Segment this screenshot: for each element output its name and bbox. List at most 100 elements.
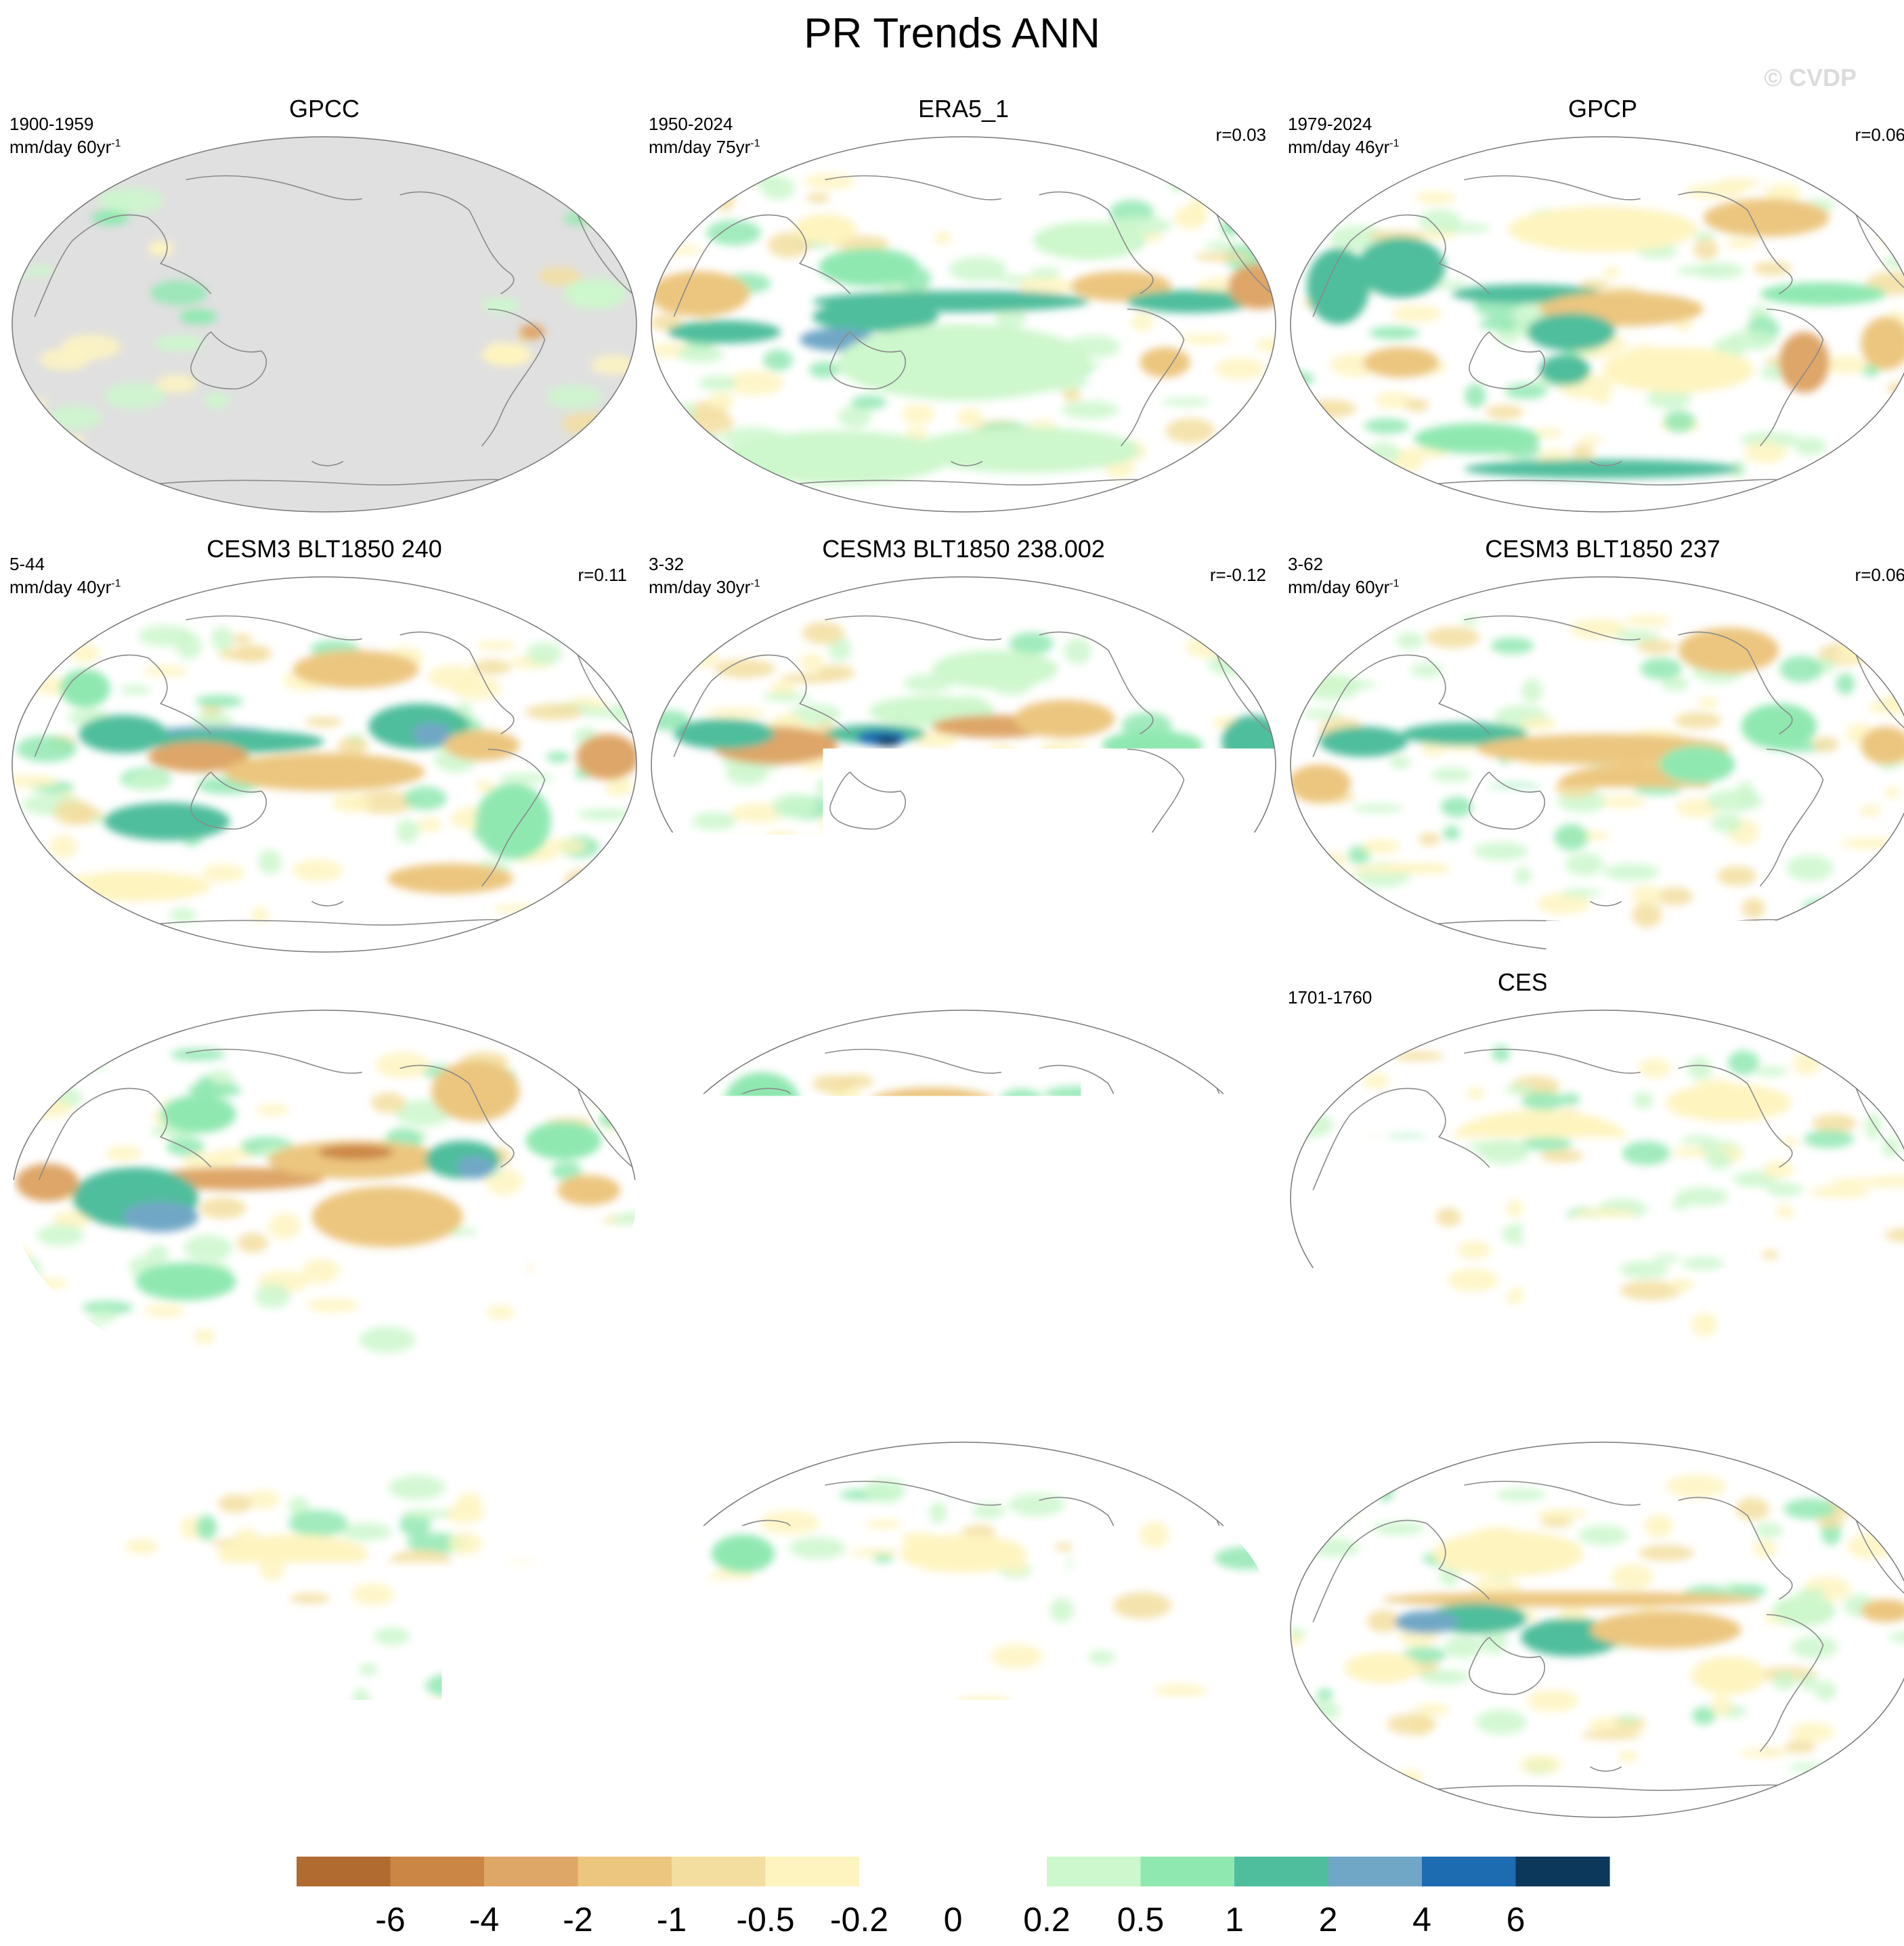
- trend-speckle: [1572, 445, 1595, 460]
- trend-speckle: [33, 649, 51, 676]
- trend-speckle: [1213, 826, 1230, 848]
- map-canvas: [649, 134, 1278, 515]
- trend-speckle: [106, 1146, 142, 1161]
- trend-speckle: [1799, 1674, 1817, 1691]
- trend-region: [1773, 810, 1836, 871]
- trend-speckle: [28, 1504, 46, 1513]
- trend-speckle: [685, 1730, 725, 1739]
- trend-speckle: [960, 1282, 1022, 1297]
- trend-speckle: [706, 708, 767, 718]
- trend-region: [913, 427, 1140, 473]
- trend-speckle: [449, 1532, 482, 1555]
- trend-speckle: [1251, 393, 1278, 407]
- trend-speckle: [542, 839, 586, 853]
- trend-region: [1666, 1083, 1792, 1121]
- trend-speckle: [1208, 653, 1257, 675]
- trend-speckle: [687, 464, 727, 484]
- trend-speckle: [915, 887, 932, 896]
- trend-region: [412, 722, 450, 745]
- panel-title: CESM3 BLT1850 237: [1288, 535, 1904, 563]
- trend-speckle: [255, 1284, 290, 1308]
- trend-region: [1490, 882, 1716, 913]
- trend-speckle: [1331, 1303, 1360, 1323]
- trend-speckle: [1735, 1498, 1769, 1521]
- trend-speckle: [1863, 177, 1902, 202]
- trend-speckle: [772, 794, 818, 818]
- trend-speckle: [232, 634, 253, 644]
- trend-speckle: [564, 868, 623, 892]
- trend-speckle: [1296, 1318, 1325, 1337]
- panel-title: CESM3 BLT1850 240: [9, 535, 639, 563]
- trend-speckle: [997, 887, 1039, 903]
- trend-speckle: [1823, 355, 1867, 374]
- trend-speckle: [1052, 778, 1114, 803]
- trend-speckle: [754, 1689, 774, 1712]
- map-canvas: [649, 1008, 1278, 1388]
- trend-speckle: [476, 641, 517, 651]
- trend-speckle: [1171, 1069, 1195, 1088]
- trend-speckle: [1697, 697, 1718, 707]
- trend-speckle: [1670, 1278, 1693, 1291]
- trend-region: [794, 214, 857, 244]
- trend-speckle: [699, 375, 737, 391]
- trend-speckle: [1830, 1178, 1891, 1186]
- trend-speckle: [1194, 792, 1217, 811]
- trend-speckle: [858, 879, 885, 905]
- trend-speckle: [1404, 399, 1429, 412]
- trend-speckle: [1067, 1555, 1087, 1572]
- trend-speckle: [588, 1324, 639, 1346]
- trend-speckle: [402, 1509, 452, 1519]
- trend-speckle: [656, 1094, 686, 1106]
- trend-speckle: [571, 1228, 601, 1236]
- trend-speckle: [1251, 1535, 1278, 1544]
- trend-speckle: [1063, 389, 1081, 401]
- trend-speckle: [1811, 1186, 1871, 1198]
- trend-speckle: [1288, 1291, 1307, 1305]
- map-canvas: [9, 1008, 639, 1388]
- trend-speckle: [20, 1098, 72, 1117]
- trend-region: [838, 769, 901, 799]
- colorbar-swatch: [1141, 1857, 1235, 1886]
- trend-speckle: [1519, 1755, 1562, 1773]
- trend-speckle: [1419, 209, 1461, 232]
- trend-speckle: [31, 1660, 86, 1668]
- trend-speckle: [701, 1333, 748, 1359]
- trend-speckle: [1604, 864, 1660, 881]
- trend-speckle: [707, 1570, 754, 1593]
- trend-speckle: [649, 873, 701, 885]
- trend-region: [712, 1535, 775, 1573]
- trend-speckle: [1886, 1500, 1904, 1521]
- trend-speckle: [811, 1651, 837, 1670]
- trend-speckle: [525, 704, 584, 720]
- colorbar-swatch: [1422, 1857, 1516, 1886]
- trend-speckle: [1639, 1058, 1672, 1078]
- trend-speckle: [1617, 1715, 1639, 1724]
- trend-speckle: [1320, 1248, 1368, 1272]
- map-panel: GPCP 1979-2024 mm/day 46yr-1 r=0.06: [1288, 95, 1904, 515]
- trend-speckle: [1103, 1750, 1152, 1763]
- trend-speckle: [1884, 1076, 1904, 1085]
- trend-region: [223, 753, 425, 791]
- trend-speckle: [1779, 655, 1822, 683]
- trend-speckle: [1486, 405, 1523, 419]
- trend-speckle: [492, 905, 549, 913]
- trend-speckle: [1189, 891, 1208, 911]
- trend-speckle: [800, 653, 825, 671]
- trend-speckle: [1290, 1506, 1347, 1531]
- trend-speckle: [1738, 1749, 1790, 1757]
- trend-region: [693, 1171, 794, 1194]
- panel-title: GPCC: [9, 95, 639, 123]
- map-panel: CESM3 BLT1850 238.002 3-32 mm/day 30yr-1 r=…: [649, 535, 1278, 955]
- trend-speckle: [1415, 192, 1456, 204]
- trend-speckle: [851, 395, 887, 410]
- trend-region: [932, 650, 1058, 688]
- trend-speckle: [417, 818, 442, 832]
- trend-speckle: [1788, 1763, 1828, 1771]
- trend-region: [869, 1087, 995, 1118]
- trend-speckle: [1161, 840, 1182, 859]
- trend-speckle: [9, 1278, 70, 1290]
- trend-speckle: [1836, 673, 1855, 695]
- trend-speckle: [1790, 1723, 1835, 1742]
- trend-speckle: [156, 374, 197, 393]
- colorbar-swatch: [1234, 1857, 1328, 1886]
